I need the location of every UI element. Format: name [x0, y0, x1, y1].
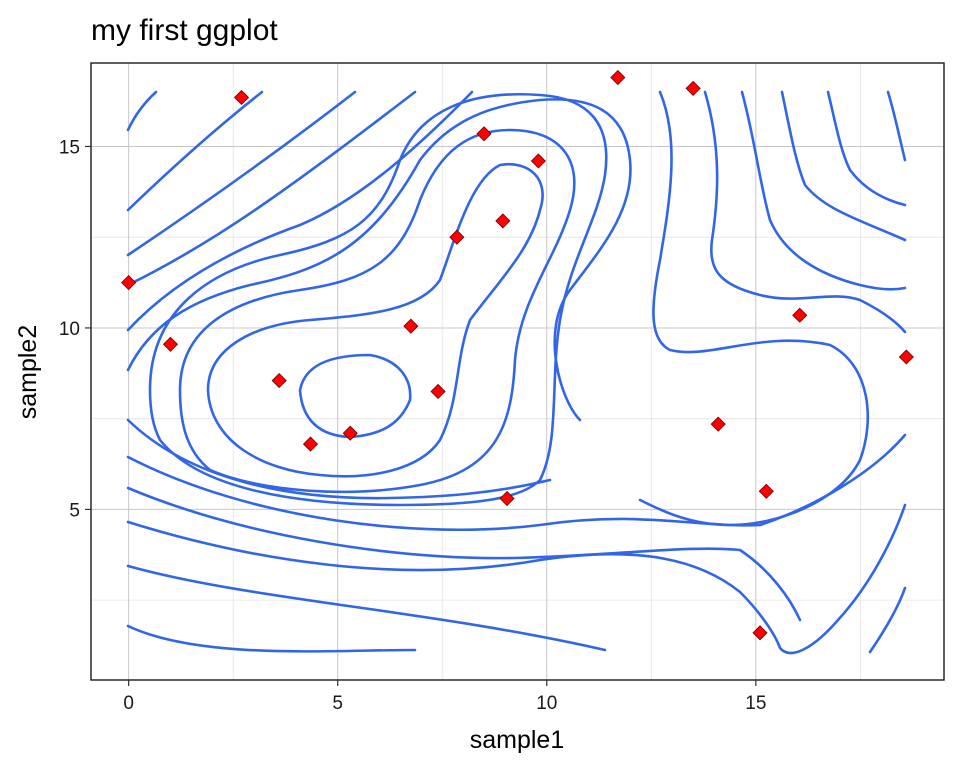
y-axis-title: sample2 — [14, 325, 42, 420]
data-point-13 — [610, 69, 626, 86]
x-tick-label-3: 15 — [745, 693, 766, 714]
chart-title: my first ggplot — [91, 14, 278, 47]
data-point-7 — [430, 383, 446, 400]
data-point-12 — [530, 153, 546, 169]
data-point-10 — [495, 213, 511, 229]
x-tick-label-1: 5 — [332, 693, 343, 714]
data-point-15 — [710, 416, 726, 432]
contour-line-19 — [703, 90, 907, 334]
data-point-19 — [898, 349, 914, 365]
x-tick-label-0: 0 — [123, 693, 134, 714]
data-point-2 — [233, 89, 250, 106]
data-point-18 — [792, 307, 808, 323]
contour-line-4 — [126, 486, 802, 622]
data-point-5 — [342, 425, 358, 441]
x-axis-ticks: 0 5 10 15 — [123, 680, 766, 714]
contour-line-14 — [298, 353, 412, 439]
contour-line-8 — [126, 90, 158, 132]
data-point-1 — [162, 336, 179, 352]
data-point-17 — [758, 483, 774, 499]
contour-line-22 — [826, 90, 907, 207]
y-tick-label-0: 5 — [69, 500, 80, 521]
y-axis-ticks: 5 10 15 — [59, 137, 91, 521]
data-point-14 — [685, 80, 701, 96]
contour-line-17 — [148, 93, 608, 507]
minor-grid — [91, 63, 944, 680]
contour-line-9 — [126, 90, 264, 212]
contour-line-13 — [126, 98, 632, 422]
contour-line-3 — [126, 503, 907, 655]
contour-line-21 — [780, 90, 907, 242]
contour-line-16 — [178, 128, 576, 494]
contour-line-15 — [206, 162, 544, 478]
contour-line-12 — [126, 90, 474, 332]
data-point-16 — [752, 625, 768, 641]
contour-line-11 — [126, 90, 417, 287]
contour-line-7 — [868, 586, 907, 654]
y-tick-label-1: 10 — [59, 319, 80, 340]
contour-line-10 — [126, 90, 357, 257]
plot-panel-border — [90, 62, 945, 681]
data-point-6 — [403, 318, 419, 334]
contour-line-20 — [740, 90, 907, 291]
data-point-9 — [476, 126, 492, 142]
contour-line-18 — [638, 90, 870, 527]
data-point-4 — [302, 436, 319, 452]
y-tick-label-2: 15 — [59, 137, 80, 158]
contour-line-6 — [126, 418, 552, 500]
scatter-points — [121, 69, 914, 641]
contour-line-23 — [886, 90, 907, 162]
contour-line-1 — [126, 624, 417, 653]
x-tick-label-2: 10 — [536, 693, 557, 714]
data-point-0 — [121, 275, 137, 291]
data-point-8 — [449, 229, 465, 245]
x-axis-title: sample1 — [470, 726, 565, 754]
density-contours — [126, 90, 907, 655]
contour-line-2 — [126, 564, 607, 652]
data-point-11 — [499, 490, 515, 507]
data-point-3 — [271, 373, 287, 389]
major-grid — [91, 63, 944, 680]
